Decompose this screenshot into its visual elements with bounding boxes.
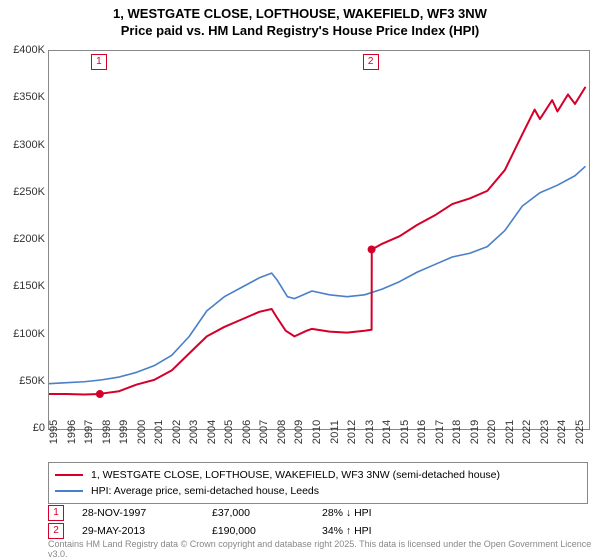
xtick-label: 2010 xyxy=(311,420,323,444)
xtick-label: 1998 xyxy=(101,420,113,444)
ytick-label: £300K xyxy=(13,139,45,151)
plot-area xyxy=(48,50,590,430)
xtick-label: 2003 xyxy=(188,420,200,444)
event-date: 29-MAY-2013 xyxy=(82,525,212,537)
legend: 1, WESTGATE CLOSE, LOFTHOUSE, WAKEFIELD,… xyxy=(48,462,588,504)
ytick-label: £200K xyxy=(13,233,45,245)
legend-row: HPI: Average price, semi-detached house,… xyxy=(55,483,581,499)
series-line-property xyxy=(49,87,585,395)
event-row: 2 29-MAY-2013£190,00034% ↑ HPI xyxy=(48,522,372,540)
legend-row: 1, WESTGATE CLOSE, LOFTHOUSE, WAKEFIELD,… xyxy=(55,467,581,483)
xtick-label: 2021 xyxy=(504,420,516,444)
chart-title: 1, WESTGATE CLOSE, LOFTHOUSE, WAKEFIELD,… xyxy=(0,0,600,40)
xtick-label: 2014 xyxy=(381,420,393,444)
event-price: £190,000 xyxy=(212,525,322,537)
ytick-label: £50K xyxy=(19,375,45,387)
legend-swatch xyxy=(55,490,83,492)
event-delta: 28% ↓ HPI xyxy=(322,507,372,519)
xtick-label: 2008 xyxy=(276,420,288,444)
xtick-label: 2020 xyxy=(486,420,498,444)
series-marker xyxy=(368,245,376,253)
plot-svg xyxy=(49,51,589,429)
xtick-label: 2024 xyxy=(556,420,568,444)
event-table: 1 28-NOV-1997£37,00028% ↓ HPI 2 29-MAY-2013… xyxy=(48,504,372,540)
xtick-label: 2016 xyxy=(416,420,428,444)
ytick-label: £350K xyxy=(13,91,45,103)
xtick-label: 2017 xyxy=(434,420,446,444)
xtick-label: 1997 xyxy=(83,420,95,444)
ytick-label: £100K xyxy=(13,328,45,340)
xtick-label: 2018 xyxy=(451,420,463,444)
xtick-label: 2011 xyxy=(329,420,341,444)
event-id-box: 1 xyxy=(48,505,64,521)
series-marker xyxy=(96,390,104,398)
event-price: £37,000 xyxy=(212,507,322,519)
title-line-1: 1, WESTGATE CLOSE, LOFTHOUSE, WAKEFIELD,… xyxy=(0,6,600,23)
event-marker-box: 2 xyxy=(363,54,379,70)
event-delta: 34% ↑ HPI xyxy=(322,525,372,537)
xtick-label: 2007 xyxy=(258,420,270,444)
event-row: 1 28-NOV-1997£37,00028% ↓ HPI xyxy=(48,504,372,522)
event-date: 28-NOV-1997 xyxy=(82,507,212,519)
series-line-hpi xyxy=(49,166,585,383)
xtick-label: 1995 xyxy=(48,420,60,444)
ytick-label: £150K xyxy=(13,280,45,292)
ytick-label: £400K xyxy=(13,44,45,56)
legend-swatch xyxy=(55,474,83,476)
xtick-label: 2025 xyxy=(574,420,586,444)
event-id-box: 2 xyxy=(48,523,64,539)
xtick-label: 2019 xyxy=(469,420,481,444)
xtick-label: 1999 xyxy=(118,420,130,444)
xtick-label: 2023 xyxy=(539,420,551,444)
xtick-label: 2012 xyxy=(346,420,358,444)
ytick-label: £250K xyxy=(13,186,45,198)
xtick-label: 2006 xyxy=(241,420,253,444)
xtick-label: 2005 xyxy=(223,420,235,444)
xtick-label: 2015 xyxy=(399,420,411,444)
title-line-2: Price paid vs. HM Land Registry's House … xyxy=(0,23,600,40)
footer-attribution: Contains HM Land Registry data © Crown c… xyxy=(48,540,600,560)
event-marker-box: 1 xyxy=(91,54,107,70)
chart-container: 1, WESTGATE CLOSE, LOFTHOUSE, WAKEFIELD,… xyxy=(0,0,600,560)
xtick-label: 2004 xyxy=(206,420,218,444)
legend-label: HPI: Average price, semi-detached house,… xyxy=(91,485,319,497)
xtick-label: 2000 xyxy=(136,420,148,444)
legend-label: 1, WESTGATE CLOSE, LOFTHOUSE, WAKEFIELD,… xyxy=(91,469,500,481)
ytick-label: £0 xyxy=(33,422,45,434)
xtick-label: 2001 xyxy=(153,420,165,444)
xtick-label: 1996 xyxy=(66,420,78,444)
xtick-label: 2002 xyxy=(171,420,183,444)
xtick-label: 2022 xyxy=(521,420,533,444)
xtick-label: 2009 xyxy=(293,420,305,444)
xtick-label: 2013 xyxy=(364,420,376,444)
